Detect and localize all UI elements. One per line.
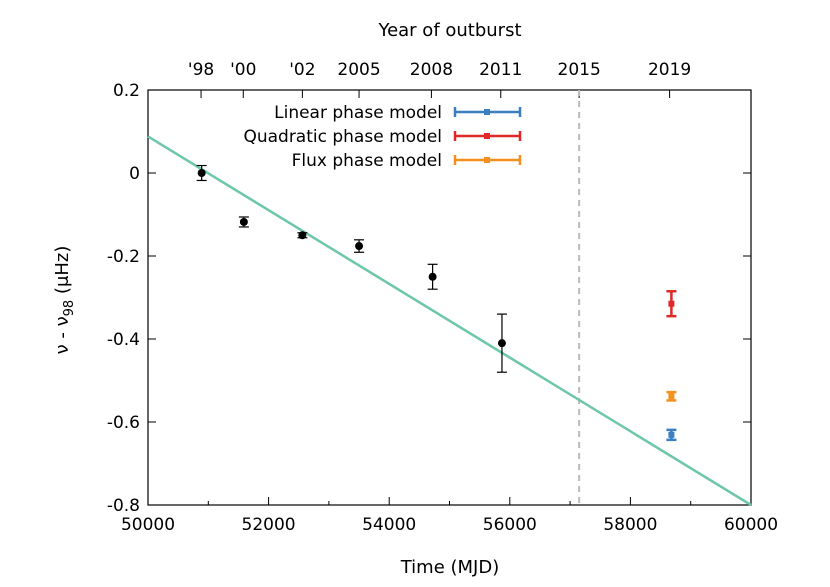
data-point xyxy=(196,164,207,182)
model-point xyxy=(666,428,677,442)
top-tick-label: 2011 xyxy=(479,60,522,80)
data-point xyxy=(297,231,308,240)
y-axis-title: ν - ν98 (μHz) xyxy=(52,246,77,355)
top-tick-label: 2015 xyxy=(558,60,601,80)
point-marker xyxy=(298,231,307,240)
point-marker xyxy=(668,300,675,307)
x-tick-label: 60000 xyxy=(724,515,778,535)
top-tick-label: '00 xyxy=(230,60,256,80)
point-marker xyxy=(428,272,437,281)
top-tick-label: 2008 xyxy=(410,60,453,80)
data-point xyxy=(238,216,249,228)
x-tick-label: 54000 xyxy=(362,515,416,535)
top-tick-label: 2019 xyxy=(648,60,691,80)
x-axis: 50000 52000 54000 56000 58000 60000 xyxy=(121,497,778,535)
y-tick-label: 0.2 xyxy=(113,81,140,101)
plot-area xyxy=(147,89,752,506)
top-axis-title: Year of outburst xyxy=(377,20,521,41)
y-tick-label: -0.6 xyxy=(107,413,140,433)
point-marker xyxy=(355,242,364,251)
point-marker xyxy=(239,217,248,226)
point-marker xyxy=(668,431,675,438)
point-marker xyxy=(497,339,506,348)
x-axis-title: Time (MJD) xyxy=(400,557,500,578)
point-marker xyxy=(668,393,675,400)
x-tick-label: 56000 xyxy=(483,515,537,535)
legend-marker xyxy=(484,133,490,139)
y-tick-label: -0.2 xyxy=(107,247,140,267)
data-point xyxy=(496,313,507,373)
point-marker xyxy=(197,169,206,177)
model-point xyxy=(666,390,677,402)
top-tick-label: 2005 xyxy=(337,60,380,80)
y-axis-title-unit: (μHz) xyxy=(52,246,73,300)
legend: Linear phase model Quadratic phase model F… xyxy=(243,103,522,171)
y-tick-label: -0.8 xyxy=(107,496,140,516)
y-axis: -0.8 -0.6 -0.4 -0.2 0 0.2 xyxy=(107,81,751,516)
legend-label: Linear phase model xyxy=(274,103,442,123)
y-axis-title-subscript: 98 xyxy=(62,300,77,317)
x-tick-label: 58000 xyxy=(603,515,657,535)
top-axis: '98 '00 '02 2005 2008 2011 2015 2019 xyxy=(188,60,691,98)
data-points xyxy=(196,164,677,442)
data-point xyxy=(427,263,438,290)
data-point xyxy=(354,239,365,253)
y-axis-title-main: ν - ν xyxy=(52,316,73,354)
model-point xyxy=(666,290,677,318)
y-tick-label: 0 xyxy=(129,164,140,184)
x-tick-label: 50000 xyxy=(121,515,175,535)
legend-label: Flux phase model xyxy=(292,151,442,171)
y-tick-label: -0.4 xyxy=(107,330,140,350)
legend-marker xyxy=(484,109,490,115)
legend-label: Quadratic phase model xyxy=(243,127,442,147)
top-tick-label: '98 xyxy=(188,60,214,80)
top-tick-label: '02 xyxy=(289,60,315,80)
fit-line xyxy=(147,135,752,507)
x-tick-label: 52000 xyxy=(242,515,296,535)
legend-marker xyxy=(484,157,490,163)
